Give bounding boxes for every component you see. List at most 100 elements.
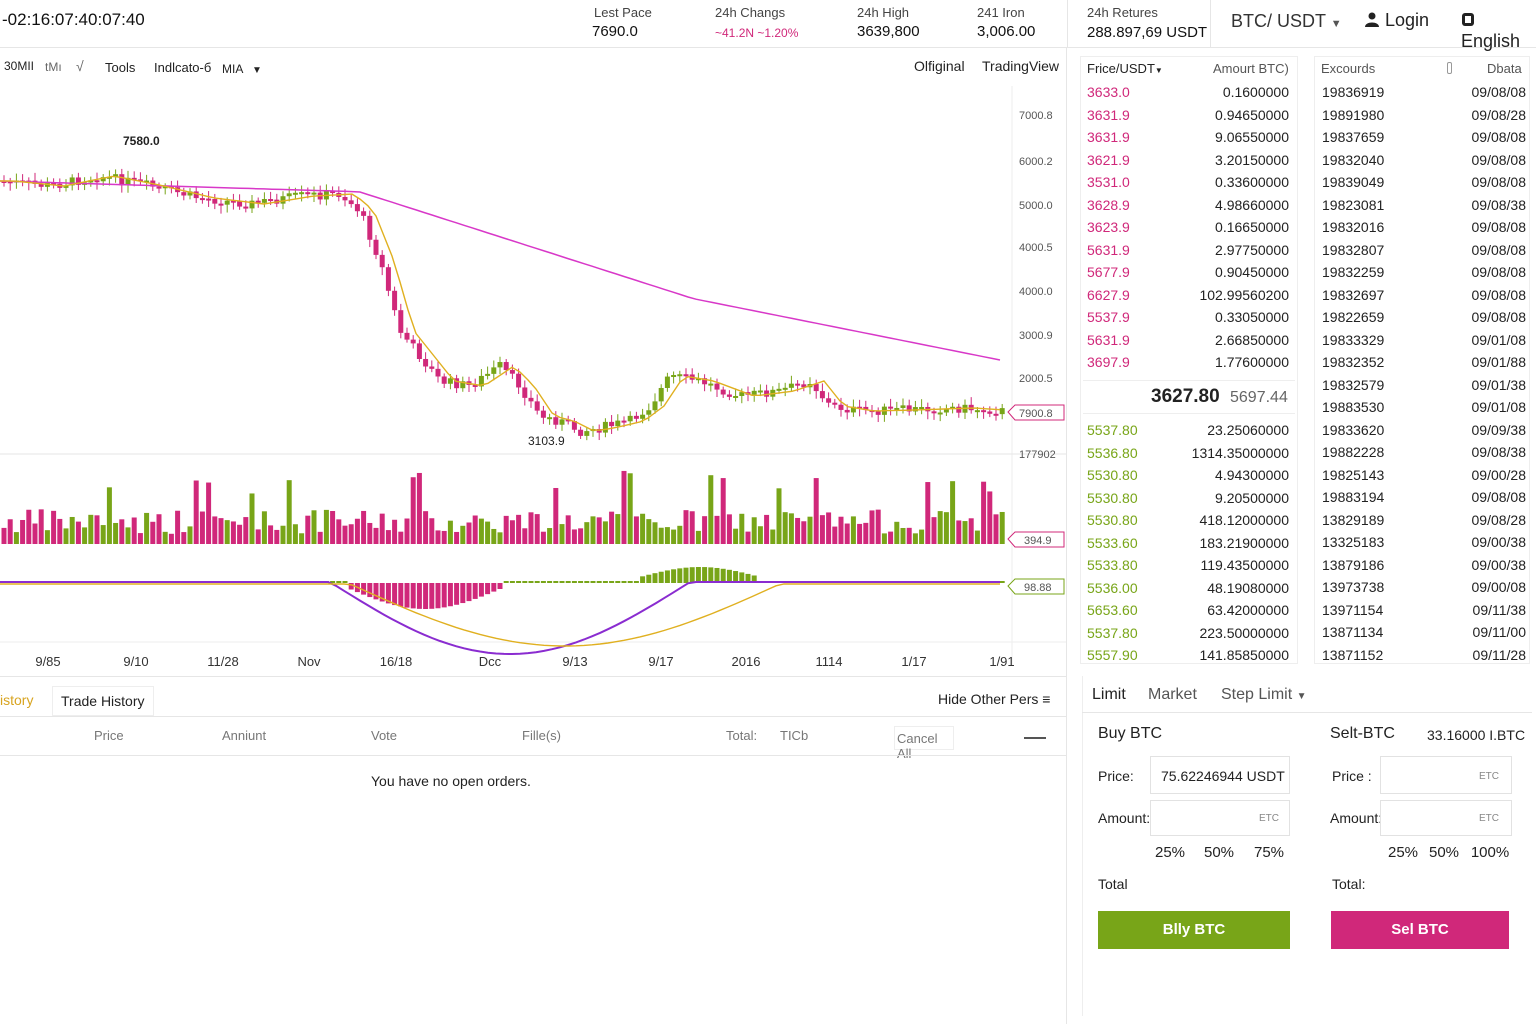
macd-bar (367, 583, 373, 598)
candle-body (534, 401, 540, 411)
view-tradingview-tab[interactable]: TradingView (982, 58, 1060, 74)
ask-row[interactable]: 5537.9 0.33050000 (1087, 309, 1289, 331)
macd-bar (733, 571, 739, 583)
candle-body (255, 200, 261, 203)
candle-body (956, 406, 962, 413)
orderbook-col-price[interactable]: Frice/USDT▼ (1087, 61, 1163, 76)
ask-row[interactable]: 6627.9 102.99560200 (1087, 287, 1289, 309)
chevron-down-icon: ▼ (252, 65, 262, 76)
volume-bar (224, 520, 230, 544)
login-button[interactable]: Login (1364, 10, 1429, 31)
price-chart[interactable]: 7000.8 6000.2 5000.0 4000.5 4000.0 3000.9 2000… (0, 86, 1066, 676)
volume-bar (119, 519, 125, 544)
ask-row[interactable]: 3531.0 0.33600000 (1087, 174, 1289, 196)
bid-row[interactable]: 5653.60 63.42000000 (1087, 602, 1289, 624)
bid-row[interactable]: 5536.80 1314.35000000 (1087, 445, 1289, 467)
volume-bar (522, 528, 528, 544)
ask-row[interactable]: 3633.0 0.1600000 (1087, 84, 1289, 106)
bid-amount: 9.20500000 (1215, 489, 1289, 506)
cancel-all-button[interactable]: Cancel All (894, 726, 954, 761)
trades-filter-icon[interactable] (1447, 62, 1452, 74)
orderbook-last-price-box (1083, 380, 1295, 414)
bid-row[interactable]: 5533.60 183.21900000 (1087, 535, 1289, 557)
buy-pct-75[interactable]: 75% (1253, 844, 1285, 861)
candle-body (144, 180, 150, 183)
sell-button[interactable]: Sel BTC (1331, 911, 1509, 949)
ask-row[interactable]: 5631.9 2.66850000 (1087, 332, 1289, 354)
macd-bar (385, 583, 391, 604)
buy-pct-50[interactable]: 50% (1203, 844, 1235, 861)
bid-row[interactable]: 5537.80 223.50000000 (1087, 625, 1289, 647)
ask-price: 3631.9 (1087, 129, 1130, 145)
hide-other-pairs[interactable]: Hide Other Pers ≡ (938, 691, 1051, 707)
sell-amount-input[interactable]: ETC (1380, 800, 1512, 836)
stat-change-value: ~41.2N ~1.20% (715, 26, 799, 40)
buy-amount-unit: ETC (1259, 813, 1279, 824)
macd-bar (664, 570, 670, 583)
volume-bar (950, 481, 956, 544)
language-selector[interactable]: English (1461, 10, 1536, 52)
bid-amount: 183.21900000 (1199, 534, 1289, 551)
tab-step-limit[interactable]: Step Limit ▼ (1221, 686, 1307, 704)
bid-row[interactable]: 5536.00 48.19080000 (1087, 580, 1289, 602)
trade-id: 13325183 (1322, 534, 1385, 550)
bid-row[interactable]: 5533.80 119.43500000 (1087, 557, 1289, 579)
tools-menu[interactable]: Tools (105, 60, 136, 75)
stat-volume-value: 288.897,69 USDT (1087, 24, 1208, 41)
sell-pct-50[interactable]: 50% (1428, 844, 1460, 861)
macd-bar (677, 568, 683, 583)
collapse-icon[interactable] (1024, 737, 1046, 739)
candle-body (75, 177, 81, 185)
candle-body (181, 192, 187, 196)
ask-price: 3697.9 (1087, 354, 1130, 370)
view-original-tab[interactable]: Olfiginal (914, 58, 965, 74)
macd-bar (584, 581, 590, 583)
volume-bar (664, 527, 670, 544)
bid-row[interactable]: 5530.80 418.12000000 (1087, 512, 1289, 534)
ask-row[interactable]: 5631.9 2.97750000 (1087, 242, 1289, 264)
volume-bar (82, 527, 88, 544)
buy-pct-25[interactable]: 25% (1154, 844, 1186, 861)
volume-bar (819, 515, 825, 544)
clock: -02:16:07:40:07:40 (2, 10, 145, 29)
trade-row: 13829189 09/08/28 (1322, 512, 1526, 534)
volume-bar (491, 528, 497, 544)
bid-row[interactable]: 5530.80 9.20500000 (1087, 490, 1289, 512)
sell-pct-25[interactable]: 25% (1387, 844, 1419, 861)
trade-id: 19839049 (1322, 174, 1385, 190)
sell-price-input[interactable]: ETC (1380, 756, 1512, 794)
ask-row[interactable]: 3697.9 1.77600000 (1087, 354, 1289, 376)
ask-row[interactable]: 3628.9 4.98660000 (1087, 197, 1289, 219)
sell-pct-100[interactable]: 100% (1470, 844, 1510, 861)
interval-1m[interactable]: tMı (45, 60, 62, 74)
volume-bar (658, 527, 664, 544)
tab-market[interactable]: Market (1148, 686, 1197, 703)
volume-bar (361, 510, 367, 544)
buy-button[interactable]: Blly BTC (1098, 911, 1290, 949)
ask-row[interactable]: 3631.9 0.94650000 (1087, 107, 1289, 129)
tab-trade-history[interactable]: Trade History (52, 686, 154, 716)
candle-body (38, 183, 44, 187)
interval-30m[interactable]: 30MII (4, 59, 35, 73)
volume-bar (671, 529, 677, 544)
buy-price-input[interactable]: 75.62246944 USDT (1150, 756, 1290, 794)
bid-row[interactable]: 5557.90 141.85850000 (1087, 647, 1289, 669)
draw-tool-icon[interactable]: √ (76, 58, 84, 74)
ask-amount: 9.06550000 (1215, 129, 1289, 145)
tab-limit[interactable]: Limit (1092, 686, 1126, 703)
indicators-menu[interactable]: Indlcato-б (154, 60, 212, 75)
y-tick-label: 6000.2 (1019, 156, 1053, 168)
macd-bar (410, 583, 416, 609)
ask-row[interactable]: 3623.9 0.16650000 (1087, 219, 1289, 241)
pair-selector[interactable]: BTC/ USDT ▼ (1231, 11, 1342, 32)
ask-row[interactable]: 3621.9 3.20150000 (1087, 152, 1289, 174)
volume-bar (565, 515, 571, 544)
ma-menu[interactable]: MIA ▼ (222, 62, 262, 76)
ask-row[interactable]: 3631.9 9.06550000 (1087, 129, 1289, 151)
ask-row[interactable]: 5677.9 0.90450000 (1087, 264, 1289, 286)
bid-row[interactable]: 5537.80 23.25060000 (1087, 422, 1289, 444)
bid-row[interactable]: 5530.80 4.94300000 (1087, 467, 1289, 489)
volume-bar (404, 518, 410, 544)
tab-open-orders[interactable]: istory (0, 692, 34, 708)
buy-amount-input[interactable]: ETC (1150, 800, 1290, 836)
